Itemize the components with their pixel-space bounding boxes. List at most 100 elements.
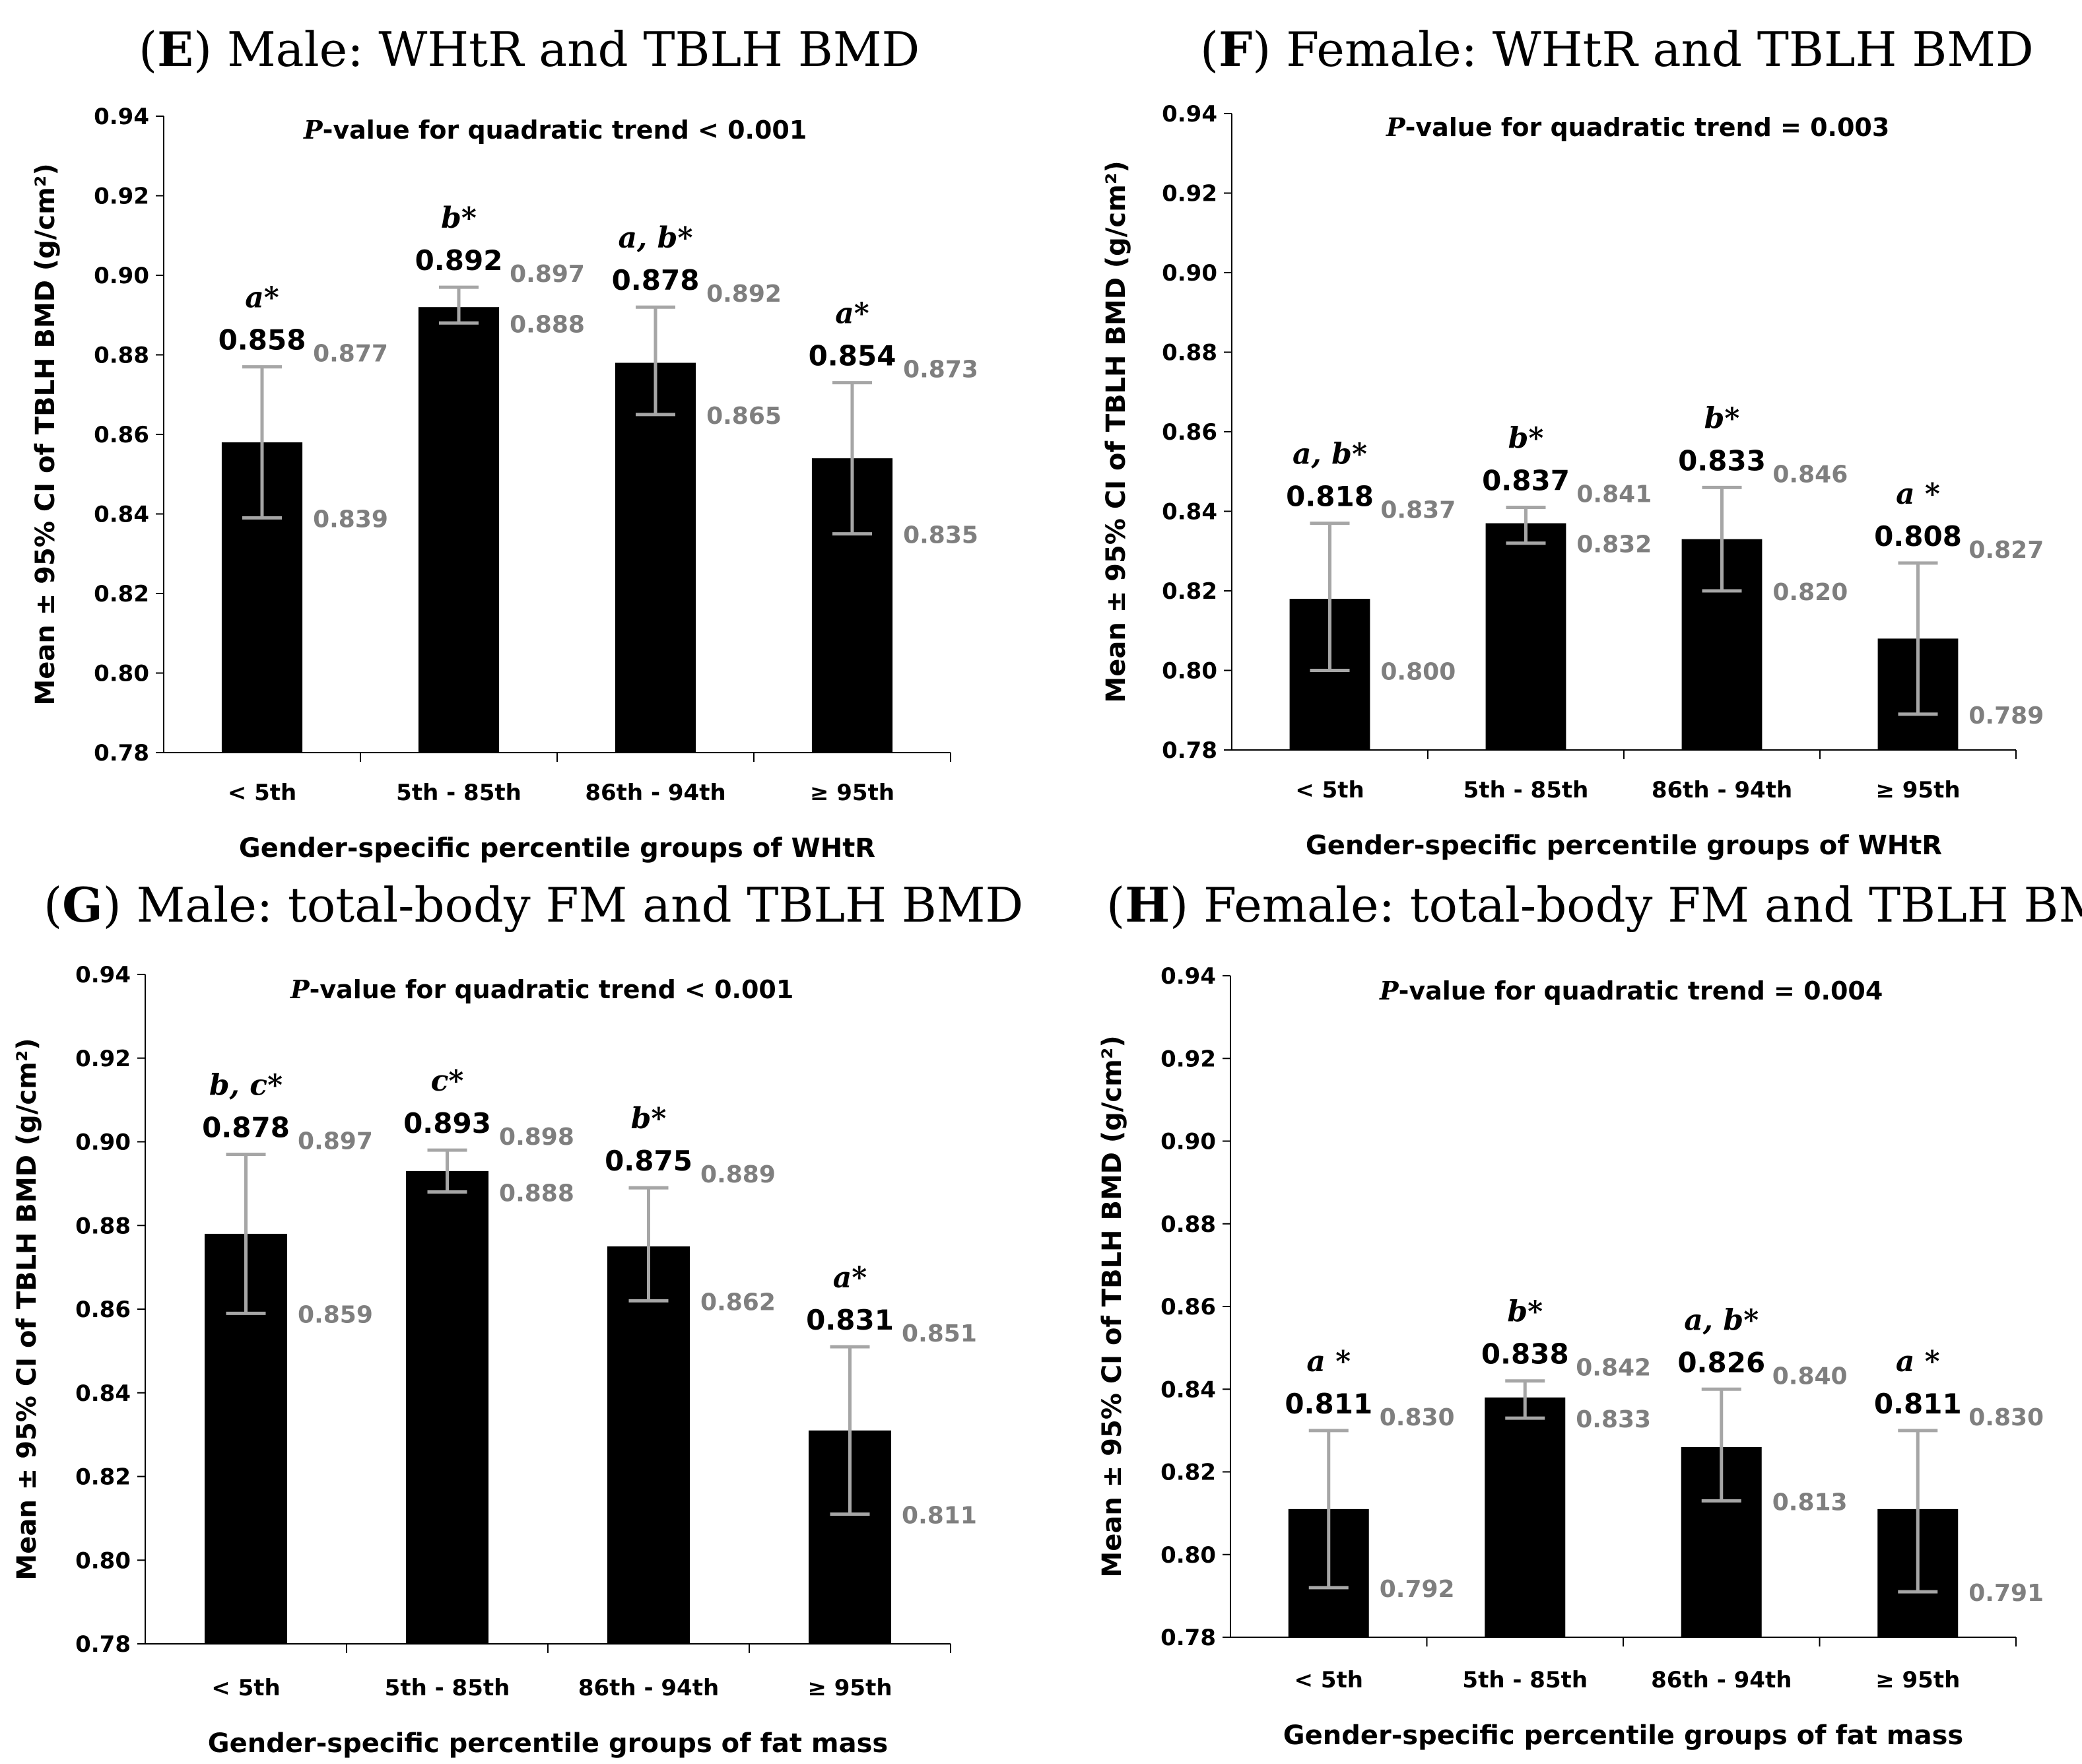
bar <box>405 1170 489 1644</box>
mean-value-label: 0.854 <box>809 340 896 372</box>
bar <box>418 307 500 753</box>
panel-letter: F <box>1219 21 1252 77</box>
mean-value-label: 0.826 <box>1677 1346 1765 1378</box>
ci-lower-label: 0.811 <box>902 1503 977 1530</box>
ci-upper-label: 0.851 <box>902 1320 977 1347</box>
mean-value-label: 0.818 <box>1286 481 1374 513</box>
mean-value-label: 0.878 <box>202 1112 290 1144</box>
mean-value-label: 0.875 <box>605 1145 692 1177</box>
mean-value-label: 0.831 <box>806 1304 894 1336</box>
ci-lower-label: 0.839 <box>313 506 388 533</box>
y-tick-label: 0.92 <box>75 1046 131 1072</box>
y-tick-label: 0.80 <box>75 1547 131 1574</box>
y-tick-label: 0.94 <box>1160 963 1216 990</box>
mean-value-label: 0.833 <box>1678 444 1766 477</box>
ci-upper-label: 0.877 <box>313 341 388 368</box>
x-axis-title: Gender-specific percentile groups of WHt… <box>239 833 875 864</box>
x-axis-title: Gender-specific percentile groups of fat… <box>1283 1720 1963 1751</box>
mean-value-label: 0.893 <box>403 1107 491 1139</box>
panel-letter: H <box>1125 877 1170 933</box>
p-trend-text: -value for quadratic trend = 0.003 <box>1405 113 1890 142</box>
x-category-label: 86th - 94th <box>578 1675 719 1701</box>
y-tick-label: 0.78 <box>1162 737 1217 764</box>
ci-upper-label: 0.841 <box>1576 481 1652 508</box>
ci-upper-label: 0.889 <box>700 1161 776 1188</box>
x-axis-title: Gender-specific percentile groups of fat… <box>208 1728 888 1759</box>
mean-value-label: 0.892 <box>415 244 503 277</box>
y-tick-label: 0.82 <box>1162 578 1217 605</box>
ci-upper-label: 0.837 <box>1380 497 1456 524</box>
ci-lower-label: 0.833 <box>1576 1406 1651 1433</box>
p-trend-text: -value for quadratic trend = 0.004 <box>1399 976 1883 1005</box>
significance-label: b* <box>1507 1295 1543 1329</box>
y-tick-label: 0.84 <box>94 502 149 528</box>
y-tick-label: 0.90 <box>94 263 149 289</box>
panel-title-text: ) Female: WHtR and TBLH BMD <box>1252 22 2033 77</box>
chart-panel-f: (F) Female: WHtR and TBLH BMD P-value for… <box>1101 21 2044 861</box>
x-category-label: ≥ 95th <box>1875 1667 1960 1693</box>
significance-label: a * <box>1896 1345 1940 1378</box>
ci-upper-label: 0.897 <box>298 1128 373 1155</box>
y-tick-label: 0.82 <box>75 1464 131 1491</box>
p-symbol: P <box>1386 112 1406 142</box>
y-tick-label: 0.86 <box>1160 1294 1216 1320</box>
x-category-label: < 5th <box>1295 777 1364 803</box>
y-tick-label: 0.78 <box>94 740 149 766</box>
ci-upper-label: 0.830 <box>1968 1404 2044 1431</box>
y-tick-label: 0.92 <box>1162 181 1217 207</box>
ci-lower-label: 0.820 <box>1772 579 1848 606</box>
ci-lower-label: 0.835 <box>903 522 978 549</box>
significance-label: a* <box>833 1261 867 1295</box>
ci-lower-label: 0.888 <box>499 1180 574 1207</box>
panel-title: (F) Female: WHtR and TBLH BMD <box>1200 21 2034 77</box>
y-axis-title: Mean ± 95% CI of TBLH BMD (g/cm²) <box>12 1038 42 1580</box>
significance-label: b, c* <box>209 1069 283 1102</box>
y-tick-label: 0.84 <box>75 1380 131 1407</box>
ci-lower-label: 0.789 <box>1968 702 2044 729</box>
ci-upper-label: 0.842 <box>1576 1355 1651 1382</box>
x-category-label: ≥ 95th <box>1875 777 1960 803</box>
p-trend-label: P-value for quadratic trend < 0.001 <box>303 115 807 145</box>
ci-upper-label: 0.892 <box>706 281 782 308</box>
bar <box>607 1246 690 1644</box>
panel-title-text: ) Male: total-body FM and TBLH BMD <box>103 877 1024 933</box>
significance-label: b* <box>441 201 477 235</box>
significance-label: c* <box>431 1064 464 1098</box>
ci-lower-label: 0.832 <box>1576 531 1652 559</box>
y-tick-label: 0.84 <box>1160 1376 1216 1403</box>
mean-value-label: 0.811 <box>1285 1388 1372 1420</box>
ci-lower-label: 0.859 <box>298 1301 373 1328</box>
y-tick-label: 0.92 <box>1160 1046 1216 1072</box>
ci-upper-label: 0.898 <box>499 1124 574 1151</box>
p-trend-label: P-value for quadratic trend < 0.001 <box>290 974 793 1004</box>
y-tick-label: 0.88 <box>1162 340 1217 366</box>
mean-value-label: 0.837 <box>1482 464 1570 496</box>
panel-letter: G <box>62 877 103 933</box>
significance-label: a, b* <box>619 221 693 255</box>
ci-lower-label: 0.813 <box>1772 1489 1848 1516</box>
y-tick-label: 0.88 <box>75 1213 131 1239</box>
chart-panel-h: (H) Female: total-body FM and TBLH BMD P-… <box>1097 877 2082 1751</box>
mean-value-label: 0.838 <box>1481 1338 1569 1371</box>
bar <box>615 362 696 753</box>
ci-lower-label: 0.791 <box>1968 1580 2044 1607</box>
ci-upper-label: 0.830 <box>1380 1404 1455 1431</box>
ci-upper-label: 0.846 <box>1772 461 1848 488</box>
x-category-label: 5th - 85th <box>385 1675 510 1701</box>
ci-lower-label: 0.800 <box>1380 659 1456 686</box>
panel-title: (E) Male: WHtR and TBLH BMD <box>139 21 920 77</box>
panel-title-text: ) Female: total-body FM and TBLH BMD <box>1170 877 2082 933</box>
ci-lower-label: 0.792 <box>1380 1576 1455 1603</box>
y-axis-title: Mean ± 95% CI of TBLH BMD (g/cm²) <box>30 163 61 705</box>
significance-label: b* <box>1704 401 1740 435</box>
x-axis-title: Gender-specific percentile groups of WHt… <box>1306 831 1942 861</box>
y-tick-label: 0.94 <box>1162 101 1217 127</box>
y-tick-label: 0.80 <box>1160 1542 1216 1569</box>
y-tick-label: 0.84 <box>1162 499 1217 526</box>
x-category-label: ≥ 95th <box>810 780 894 806</box>
significance-label: a, b* <box>1293 438 1367 471</box>
y-tick-label: 0.82 <box>1160 1460 1216 1486</box>
x-category-label: 86th - 94th <box>1652 777 1792 803</box>
significance-label: a * <box>1306 1345 1351 1378</box>
